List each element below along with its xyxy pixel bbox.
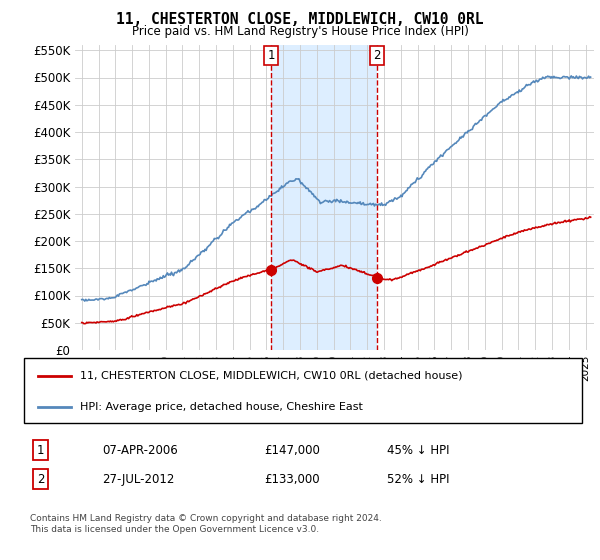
Text: 52% ↓ HPI: 52% ↓ HPI <box>387 473 449 486</box>
Text: 1: 1 <box>267 49 275 62</box>
FancyBboxPatch shape <box>24 358 582 423</box>
Text: £147,000: £147,000 <box>264 444 320 457</box>
Text: 27-JUL-2012: 27-JUL-2012 <box>102 473 175 486</box>
Text: HPI: Average price, detached house, Cheshire East: HPI: Average price, detached house, Ches… <box>80 402 362 412</box>
Text: 2: 2 <box>37 473 44 486</box>
Text: 11, CHESTERTON CLOSE, MIDDLEWICH, CW10 0RL (detached house): 11, CHESTERTON CLOSE, MIDDLEWICH, CW10 0… <box>80 371 463 381</box>
Text: Price paid vs. HM Land Registry's House Price Index (HPI): Price paid vs. HM Land Registry's House … <box>131 25 469 38</box>
Text: 07-APR-2006: 07-APR-2006 <box>102 444 178 457</box>
Text: Contains HM Land Registry data © Crown copyright and database right 2024.
This d: Contains HM Land Registry data © Crown c… <box>29 514 382 534</box>
Text: 11, CHESTERTON CLOSE, MIDDLEWICH, CW10 0RL: 11, CHESTERTON CLOSE, MIDDLEWICH, CW10 0… <box>116 12 484 27</box>
Bar <box>271 45 377 350</box>
Text: 1: 1 <box>37 444 44 457</box>
Text: £133,000: £133,000 <box>264 473 320 486</box>
Text: 2: 2 <box>373 49 380 62</box>
Text: 45% ↓ HPI: 45% ↓ HPI <box>387 444 449 457</box>
